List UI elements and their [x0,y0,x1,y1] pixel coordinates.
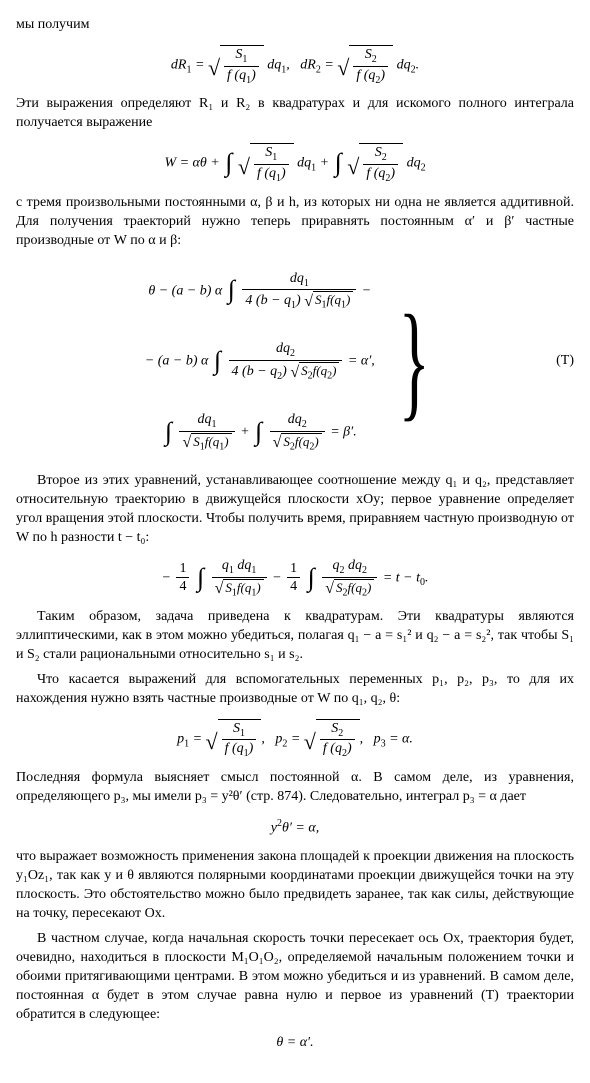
equation-system-T: θ − (a − b) α ∫ dq1 4 (b − q1) √S1f(q1) … [16,261,574,463]
para-intro: мы получим [16,16,574,35]
para-p3: Второе из этих уравнений, устанавливающе… [16,472,574,548]
equation-p: p1 = √ S1f (q1) , p2 = √ S2f (q2) , p3 =… [16,719,574,760]
eq-sys-line1: θ − (a − b) α ∫ dq1 4 (b − q1) √S1f(q1) … [148,271,371,312]
para-p5: Что касается выражений для вспомогательн… [16,671,574,709]
equation-area: y2θ′ = α, [16,817,574,839]
rbrace-icon: } [398,306,429,417]
para-p8: В частном случае, когда начальная скорос… [16,930,574,1024]
equation-W: W = αθ + ∫ √ S1f (q1) dq1 + ∫ √ S2f (q2)… [16,143,574,184]
eq-sys-line3: ∫ dq1 √S1f(q1) + ∫ dq2 √S2f(q2) = β′. [163,412,357,452]
equation-time: − 14 ∫ q1 dq1 √S1f(q1) − 14 ∫ q2 dq2 √S2… [16,558,574,598]
para-p1: Эти выражения определяют R₁ и R₂ в квадр… [16,95,574,133]
para-p7: что выражает возможность применения зако… [16,848,574,924]
equation-tag-T: (Т) [556,352,574,371]
equation-dR: dR1 = √ S1f (q1) dq1, dR2 = √ S2f (q2) d… [16,45,574,86]
equation-simple: θ = α′. [16,1034,574,1053]
eq-sys-line2: − (a − b) α ∫ dq2 4 (b − q2) √S2f(q2) = … [145,341,375,382]
para-p6: Последняя формула выясняет смысл постоян… [16,769,574,807]
para-p2: с тремя произвольными постоянными α, β и… [16,194,574,251]
para-p4: Таким образом, задача приведена к квадра… [16,608,574,665]
